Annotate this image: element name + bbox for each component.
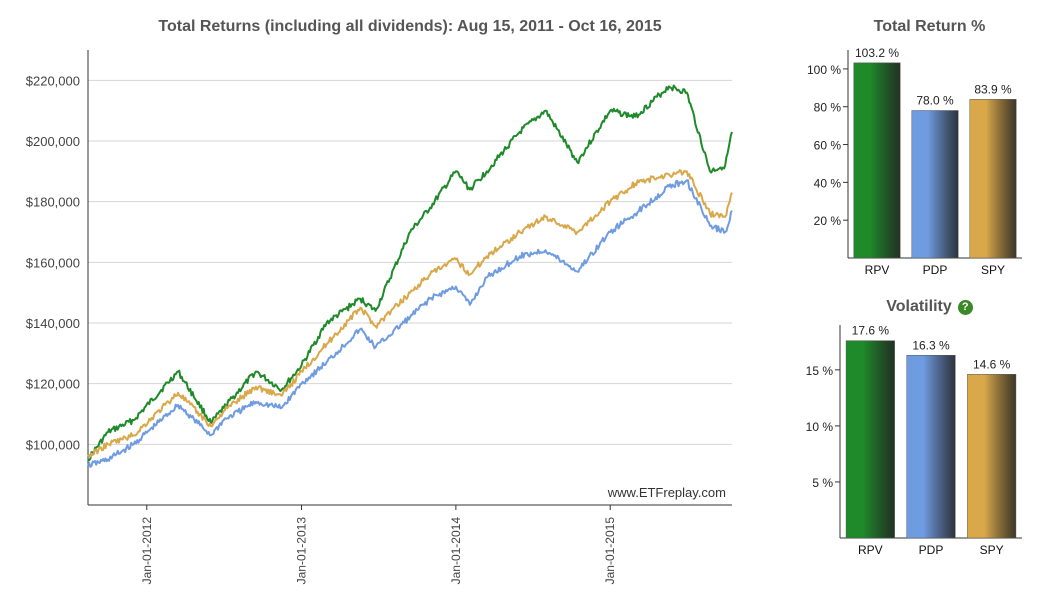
ret-y-tick-label: 80 % bbox=[814, 101, 842, 115]
main-chart-title: Total Returns (including all dividends):… bbox=[158, 18, 662, 35]
y-tick-label: $220,000 bbox=[26, 73, 80, 88]
ret-bar-spy bbox=[969, 99, 1017, 259]
ret-category-label: PDP bbox=[923, 263, 948, 277]
ret-y-tick-label: 20 % bbox=[814, 214, 842, 228]
question-circle-icon[interactable]: ? bbox=[957, 300, 973, 315]
volatility-header: Volatility? bbox=[800, 298, 1059, 316]
total-returns-line-chart: $100,000 $120,000 $140,000 $160,000 $180,000… bbox=[26, 50, 733, 585]
total-return-bar-chart: 20 % 40 % 60 % 80 % 100 % 103.2 % RPV 78.0 % PDP… bbox=[807, 46, 1022, 277]
vol-bar-pdp bbox=[906, 355, 956, 539]
ret-value-label: 83.9 % bbox=[974, 82, 1012, 96]
ret-y-tick-label: 40 % bbox=[814, 176, 842, 190]
y-tick-label: $100,000 bbox=[26, 437, 80, 452]
y-tick-label: $180,000 bbox=[26, 195, 80, 210]
ret-bar-rpv bbox=[853, 62, 901, 259]
watermark: www.ETFreplay.com bbox=[607, 485, 726, 500]
ret-y-tick-label: 100 % bbox=[807, 63, 841, 77]
vol-y-tick-label: 5 % bbox=[812, 476, 833, 490]
vol-category-label: RPV bbox=[858, 543, 883, 557]
vol-category-label: PDP bbox=[919, 543, 944, 557]
ret-category-label: SPY bbox=[981, 263, 1005, 277]
x-tick-label: Jan-01-2014 bbox=[449, 517, 463, 585]
y-tick-label: $120,000 bbox=[26, 377, 80, 392]
vol-value-label: 17.6 % bbox=[852, 324, 890, 338]
vol-bar-spy bbox=[967, 374, 1017, 539]
ret-value-label: 103.2 % bbox=[855, 46, 899, 60]
total-return-title: Total Return % bbox=[873, 18, 986, 35]
vol-y-tick-label: 10 % bbox=[806, 420, 834, 434]
y-tick-label: $140,000 bbox=[26, 316, 80, 331]
vol-bar-rpv bbox=[845, 340, 895, 539]
volatility-title: Volatility bbox=[886, 298, 952, 315]
y-tick-label: $160,000 bbox=[26, 255, 80, 270]
y-tick-label: $200,000 bbox=[26, 134, 80, 149]
ret-category-label: RPV bbox=[865, 263, 890, 277]
vol-value-label: 16.3 % bbox=[912, 338, 950, 352]
ret-y-tick-label: 60 % bbox=[814, 139, 842, 153]
vol-category-label: SPY bbox=[980, 543, 1004, 557]
ret-value-label: 78.0 % bbox=[916, 94, 954, 108]
series-line-rpv bbox=[87, 84, 733, 462]
series-line-pdp bbox=[87, 179, 733, 468]
x-tick-label: Jan-01-2015 bbox=[603, 517, 617, 585]
x-tick-label: Jan-01-2013 bbox=[295, 517, 309, 585]
x-tick-label: Jan-01-2012 bbox=[140, 517, 154, 585]
vol-value-label: 14.6 % bbox=[973, 357, 1011, 371]
ret-bar-pdp bbox=[911, 110, 959, 259]
series-line-spy bbox=[87, 169, 733, 458]
vol-y-tick-label: 15 % bbox=[806, 364, 834, 378]
